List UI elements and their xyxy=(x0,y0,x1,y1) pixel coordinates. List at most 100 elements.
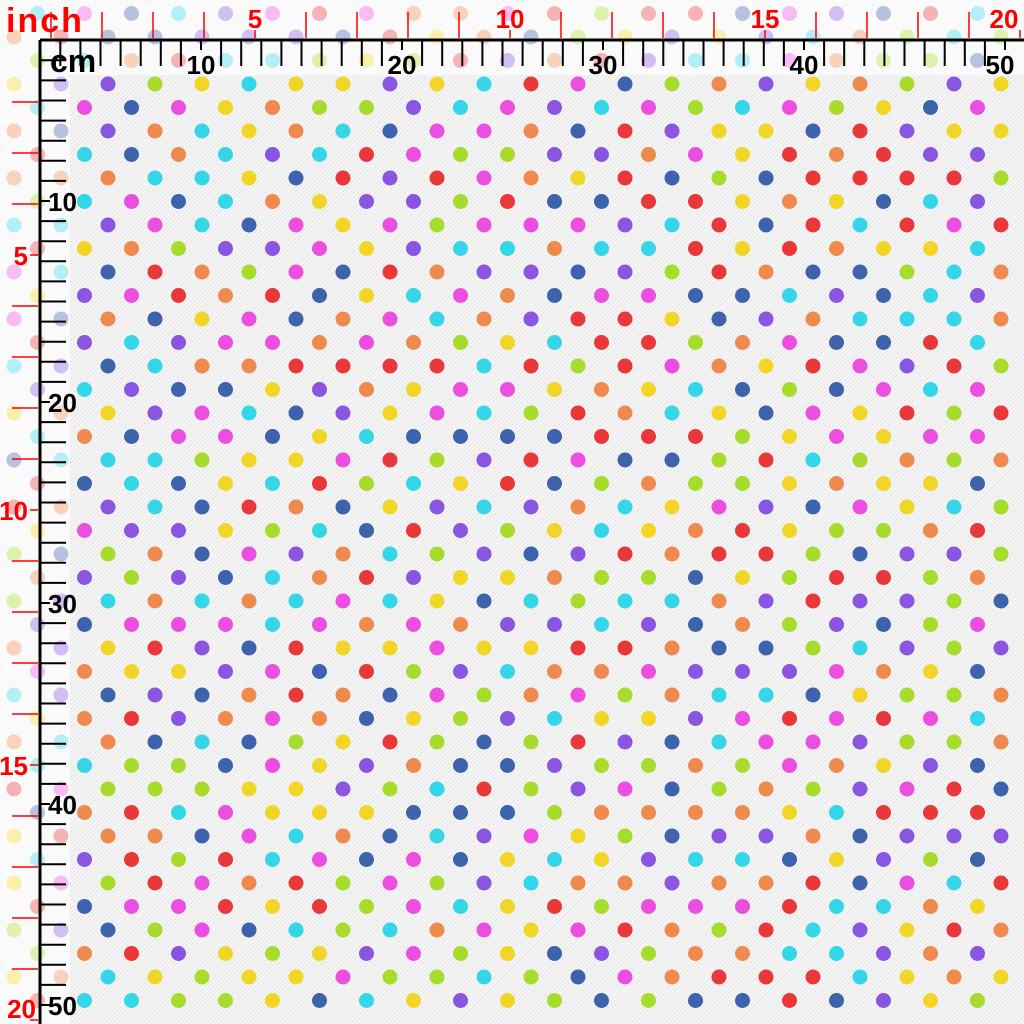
polka-dot xyxy=(288,593,304,609)
polka-dot xyxy=(523,358,539,374)
polka-dot xyxy=(359,758,374,773)
polka-dot xyxy=(758,499,774,515)
polka-dot xyxy=(406,711,421,726)
polka-dot xyxy=(617,499,633,515)
polka-dot xyxy=(100,922,116,938)
polka-dot xyxy=(312,335,327,350)
polka-dot xyxy=(500,899,515,914)
polka-dot xyxy=(476,546,492,562)
polka-dot xyxy=(194,499,210,515)
polka-dot xyxy=(124,711,139,726)
polka-dot xyxy=(805,499,821,515)
polka-dot xyxy=(970,100,985,115)
polka-dot xyxy=(570,452,586,468)
inch-label-top: 15 xyxy=(751,4,780,34)
polka-dot xyxy=(547,476,562,491)
polka-dot xyxy=(406,664,421,679)
polka-dot xyxy=(923,147,938,162)
polka-dot xyxy=(288,828,304,844)
polka-dot xyxy=(688,241,703,256)
polka-dot xyxy=(782,288,797,303)
cm-label-left: 50 xyxy=(48,991,77,1021)
polka-dot xyxy=(218,805,233,820)
polka-dot xyxy=(570,593,586,609)
polka-dot xyxy=(876,805,891,820)
polka-dot xyxy=(547,899,562,914)
polka-dot xyxy=(782,241,797,256)
polka-dot xyxy=(335,781,351,797)
polka-dot xyxy=(899,687,915,703)
polka-dot xyxy=(523,452,539,468)
polka-dot xyxy=(312,429,327,444)
polka-dot xyxy=(241,687,257,703)
polka-dot xyxy=(594,100,609,115)
polka-dot xyxy=(923,711,938,726)
polka-dot xyxy=(993,640,1009,656)
polka-dot xyxy=(218,570,233,585)
polka-dot xyxy=(77,241,92,256)
polka-dot xyxy=(923,993,938,1008)
polka-dot xyxy=(147,593,163,609)
polka-dot xyxy=(899,170,915,186)
polka-dot xyxy=(735,617,750,632)
polka-dot xyxy=(241,640,257,656)
polka-dot xyxy=(218,899,233,914)
polka-dot xyxy=(852,734,868,750)
polka-dot xyxy=(617,76,633,92)
polka-dot xyxy=(852,640,868,656)
polka-dot xyxy=(453,899,468,914)
polka-dot xyxy=(406,758,421,773)
polka-dot xyxy=(382,640,398,656)
polka-dot xyxy=(829,805,844,820)
polka-dot xyxy=(124,664,139,679)
polka-dot xyxy=(406,993,421,1008)
polka-dot xyxy=(147,217,163,233)
polka-dot xyxy=(805,781,821,797)
polka-dot xyxy=(946,593,962,609)
inch-label-left: 10 xyxy=(0,496,28,526)
polka-dot xyxy=(617,405,633,421)
polka-dot xyxy=(547,993,562,1008)
polka-dot xyxy=(476,170,492,186)
polka-dot xyxy=(335,875,351,891)
polka-dot xyxy=(782,758,797,773)
polka-dot xyxy=(829,993,844,1008)
polka-dot xyxy=(429,593,445,609)
polka-dot xyxy=(664,969,680,985)
polka-dot xyxy=(570,170,586,186)
polka-dot xyxy=(805,452,821,468)
polka-dot xyxy=(735,570,750,585)
polka-dot xyxy=(147,734,163,750)
polka-dot xyxy=(758,875,774,891)
polka-dot xyxy=(876,570,891,585)
polka-dot xyxy=(923,664,938,679)
polka-dot xyxy=(664,76,680,92)
polka-dot xyxy=(218,100,233,115)
polka-dot xyxy=(171,805,186,820)
polka-dot xyxy=(241,311,257,327)
polka-dot xyxy=(570,264,586,280)
polka-dot xyxy=(171,382,186,397)
polka-dot xyxy=(711,734,727,750)
polka-dot xyxy=(547,335,562,350)
polka-dot xyxy=(547,288,562,303)
polka-dot xyxy=(782,946,797,961)
polka-dot xyxy=(594,523,609,538)
polka-dot xyxy=(335,828,351,844)
polka-dot xyxy=(335,922,351,938)
polka-dot xyxy=(641,382,656,397)
polka-dot xyxy=(288,76,304,92)
polka-dot xyxy=(805,311,821,327)
polka-dot xyxy=(688,429,703,444)
polka-dot xyxy=(852,875,868,891)
polka-dot xyxy=(124,382,139,397)
polka-dot xyxy=(594,194,609,209)
polka-dot xyxy=(946,546,962,562)
polka-dot xyxy=(711,452,727,468)
polka-dot xyxy=(523,405,539,421)
polka-dot xyxy=(641,476,656,491)
polka-dot xyxy=(876,617,891,632)
polka-dot xyxy=(265,899,280,914)
polka-dot xyxy=(617,123,633,139)
